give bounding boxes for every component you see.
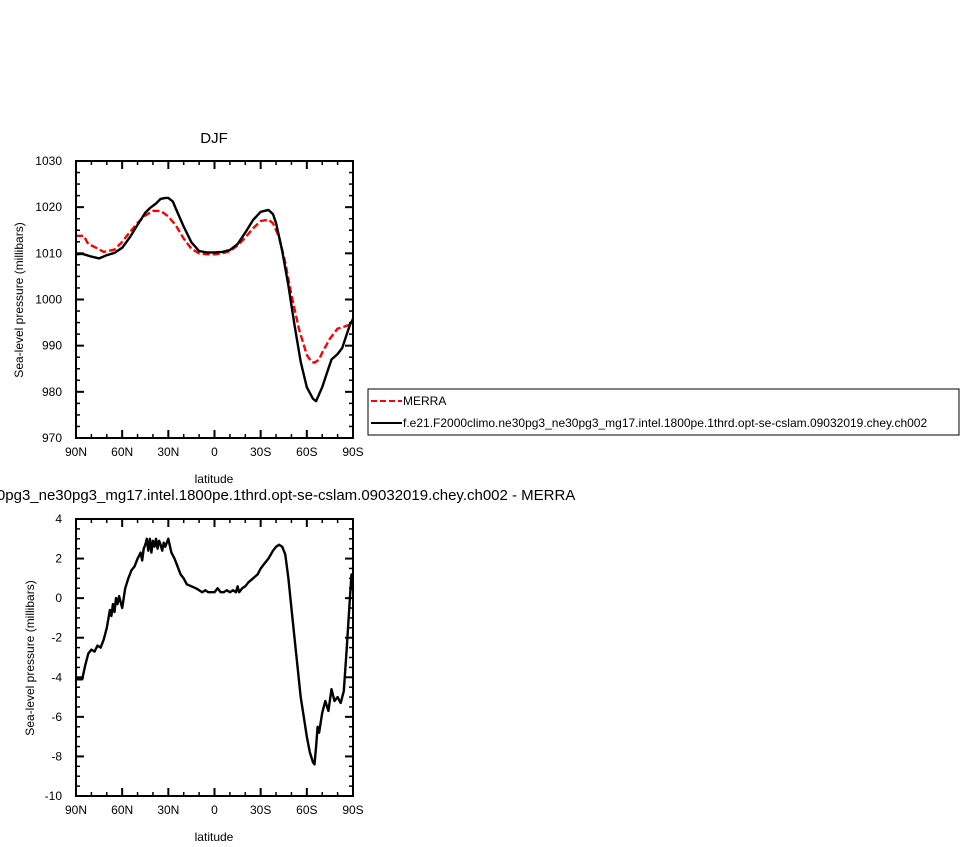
y-tick-label: 980 <box>42 385 62 399</box>
x-tick-label: 90N <box>65 445 87 459</box>
y-tick-label: 1020 <box>35 200 62 214</box>
bottom-chart-title: f.e21.F2000climo.ne30pg3_ne30pg3_mg17.in… <box>0 487 575 504</box>
series-line-difference <box>76 537 355 766</box>
panel-bottom-difference: f.e21.F2000climo.ne30pg3_ne30pg3_mg17.in… <box>0 487 575 844</box>
x-tick-label: 60S <box>296 445 317 459</box>
y-tick-label: -2 <box>51 631 62 645</box>
bottom-plot-frame <box>75 518 354 797</box>
x-tick-label: 90S <box>342 803 363 817</box>
x-tick-label: 90N <box>65 803 87 817</box>
y-tick-label: -6 <box>51 710 62 724</box>
x-tick-label: 30S <box>250 445 271 459</box>
x-tick-label: 60N <box>111 445 133 459</box>
bottom-axis-ticks: 90N 60N 30N 0 30S 60S 90S 4 2 0 -2 -4 -6 -8 -10 <box>45 512 364 817</box>
y-tick-label: 2 <box>55 552 62 566</box>
y-tick-label: -4 <box>51 670 62 684</box>
y-tick-label: 0 <box>55 591 62 605</box>
top-plot-frame <box>75 160 354 439</box>
y-tick-label: 1030 <box>35 154 62 168</box>
x-tick-label: 0 <box>211 445 218 459</box>
bottom-series-lines <box>76 537 355 766</box>
y-tick-label: 1010 <box>35 246 62 260</box>
legend: MERRA f.e21.F2000climo.ne30pg3_ne30pg3_m… <box>367 388 960 436</box>
x-tick-label: 90S <box>342 445 363 459</box>
top-x-axis-label: latitude <box>195 472 234 486</box>
x-tick-label: 0 <box>211 803 218 817</box>
panel-top-djf: DJF Sea-level pressure (millibars) latit… <box>12 130 364 486</box>
legend-model-label: f.e21.F2000climo.ne30pg3_ne30pg3_mg17.in… <box>403 416 927 430</box>
x-tick-label: 60N <box>111 803 133 817</box>
x-tick-label: 30N <box>157 445 179 459</box>
y-tick-label: 4 <box>55 512 62 526</box>
y-tick-label: -8 <box>51 749 62 763</box>
series-line-model <box>75 196 355 403</box>
top-series-lines <box>75 196 355 403</box>
y-tick-label: 990 <box>42 339 62 353</box>
y-tick-label: 970 <box>42 431 62 445</box>
top-y-axis-label: Sea-level pressure (millibars) <box>12 222 26 377</box>
legend-box <box>367 388 960 436</box>
top-chart-title: DJF <box>200 130 228 147</box>
legend-merra-label: MERRA <box>403 394 446 408</box>
x-tick-label: 30N <box>157 803 179 817</box>
x-tick-label: 60S <box>296 803 317 817</box>
bottom-x-axis-label: latitude <box>195 830 234 844</box>
y-tick-label: -10 <box>45 789 63 803</box>
y-tick-label: 1000 <box>35 293 62 307</box>
x-tick-label: 30S <box>250 803 271 817</box>
top-axis-ticks: 90N 60N 30N 0 30S 60S 90S 1030 1020 1010 1000 990 98… <box>35 154 363 459</box>
series-line-merra <box>76 209 354 364</box>
bottom-y-axis-label: Sea-level pressure (millibars) <box>23 580 37 735</box>
